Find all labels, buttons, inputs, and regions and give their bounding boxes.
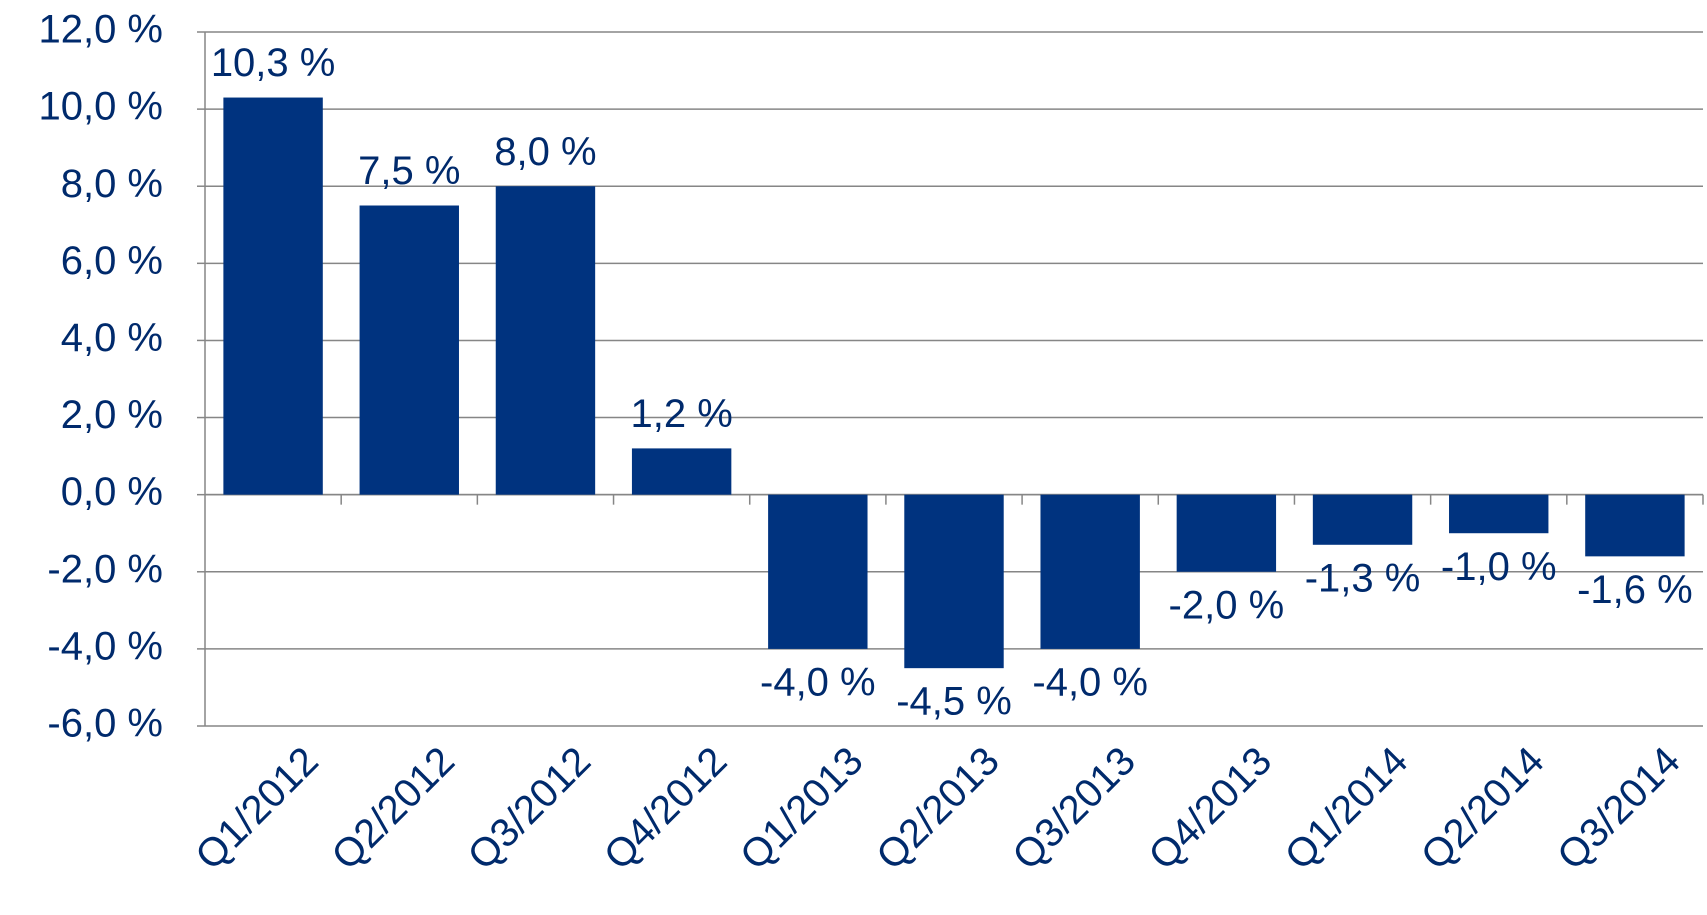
y-tick-label: 4,0 %	[61, 316, 163, 360]
bar	[1176, 494, 1277, 572]
y-tick-label: 8,0 %	[61, 162, 163, 206]
y-tick-label: -6,0 %	[47, 702, 163, 746]
x-tick-label: Q3/2012	[460, 739, 600, 879]
y-tick-label: 12,0 %	[38, 8, 163, 52]
bar	[1585, 494, 1685, 557]
y-tick-label: -2,0 %	[47, 547, 163, 591]
y-tick-label: -4,0 %	[47, 624, 163, 668]
data-label: 7,5 %	[358, 149, 460, 193]
bar	[359, 205, 459, 495]
x-tick-label: Q3/2014	[1549, 739, 1689, 879]
data-label: -1,0 %	[1441, 545, 1557, 589]
data-label: -4,0 %	[1032, 660, 1148, 704]
bar	[223, 97, 323, 495]
x-tick-label: Q3/2013	[1004, 739, 1144, 879]
y-tick-label: 10,0 %	[38, 85, 163, 129]
bar	[631, 448, 732, 495]
data-label: -1,3 %	[1305, 556, 1421, 600]
bar	[768, 494, 868, 649]
data-label: -1,6 %	[1577, 568, 1693, 612]
x-tick-label: Q2/2014	[1413, 739, 1553, 879]
bar	[1449, 494, 1549, 534]
data-label: -2,0 %	[1169, 583, 1285, 627]
x-tick-label: Q2/2012	[323, 739, 463, 879]
data-label: -4,5 %	[896, 680, 1012, 724]
data-label: -4,0 %	[760, 660, 876, 704]
bar	[1040, 494, 1140, 649]
bar	[495, 186, 596, 495]
y-tick-label: 0,0 %	[61, 470, 163, 514]
x-tick-label: Q4/2013	[1141, 739, 1281, 879]
bar	[1312, 494, 1413, 545]
y-tick-label: 6,0 %	[61, 239, 163, 283]
x-tick-label: Q4/2012	[596, 739, 736, 879]
x-tick-label: Q1/2014	[1277, 739, 1417, 879]
y-tick-label: 2,0 %	[61, 393, 163, 437]
x-tick-label: Q2/2013	[868, 739, 1008, 879]
data-label: 1,2 %	[630, 392, 732, 436]
data-label: 10,3 %	[211, 41, 336, 85]
x-tick-label: Q1/2013	[732, 739, 872, 879]
bar	[904, 494, 1004, 669]
x-tick-label: Q1/2012	[187, 739, 327, 879]
data-label: 8,0 %	[494, 130, 596, 174]
